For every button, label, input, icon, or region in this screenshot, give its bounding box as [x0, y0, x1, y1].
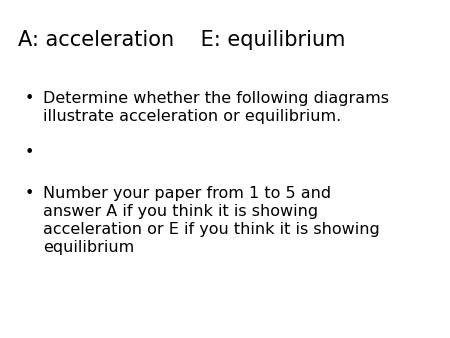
Text: •: • — [25, 145, 34, 160]
Text: •: • — [25, 186, 34, 201]
Text: Number your paper from 1 to 5 and
answer A if you think it is showing
accelerati: Number your paper from 1 to 5 and answer… — [43, 186, 379, 255]
Text: Determine whether the following diagrams
illustrate acceleration or equilibrium.: Determine whether the following diagrams… — [43, 91, 389, 124]
Text: A: acceleration    E: equilibrium: A: acceleration E: equilibrium — [18, 30, 346, 50]
Text: •: • — [25, 91, 34, 106]
